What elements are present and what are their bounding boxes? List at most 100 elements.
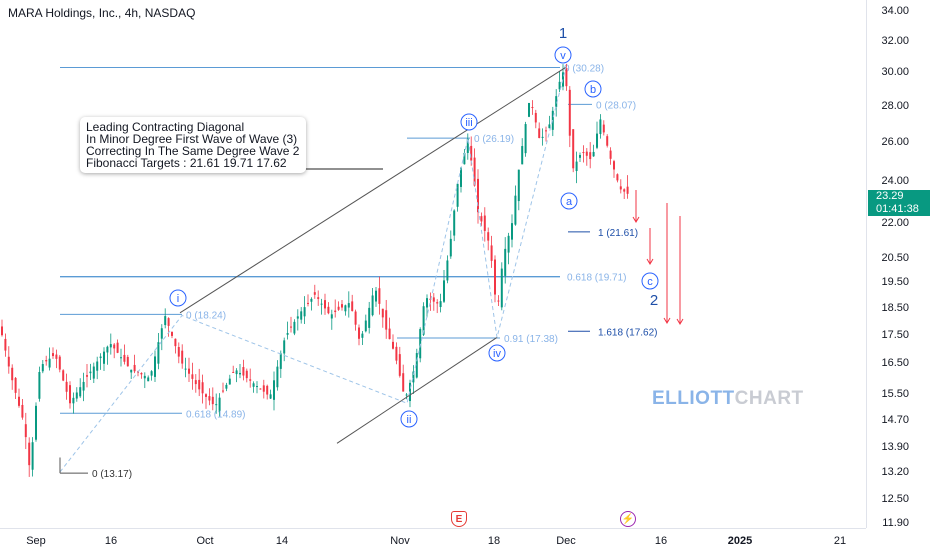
candle-body bbox=[69, 385, 71, 404]
candle-body bbox=[334, 310, 337, 313]
price-tick-label: 15.50 bbox=[881, 387, 909, 400]
candle-body bbox=[371, 295, 374, 316]
candle-body bbox=[432, 297, 435, 302]
candle-body bbox=[14, 377, 17, 393]
candle-body bbox=[58, 356, 61, 370]
candle-body bbox=[75, 392, 78, 399]
arrowhead bbox=[676, 318, 684, 325]
candle-body bbox=[453, 210, 456, 236]
candle-body bbox=[150, 371, 153, 376]
candle-body bbox=[599, 119, 602, 135]
candle-body bbox=[490, 245, 493, 261]
candle-body bbox=[405, 394, 408, 396]
candle-body bbox=[171, 332, 173, 336]
fib-label: 0.618 (19.71) bbox=[567, 273, 627, 284]
wave-label: iv bbox=[493, 348, 501, 360]
candle-body bbox=[466, 138, 469, 153]
price-tick-label: 22.00 bbox=[881, 217, 909, 230]
wave-label: 1 bbox=[559, 25, 567, 42]
candle-body bbox=[555, 96, 558, 108]
candle-body bbox=[575, 161, 578, 172]
candle-body bbox=[310, 298, 313, 302]
candle-body bbox=[354, 311, 357, 325]
time-tick-label: 16 bbox=[654, 535, 668, 547]
candle-body bbox=[222, 390, 224, 392]
candle-body bbox=[585, 151, 588, 156]
candle-body bbox=[606, 136, 609, 146]
candle-body bbox=[412, 371, 415, 383]
price-tick-label: 19.50 bbox=[881, 275, 909, 288]
fib-label: 0 (18.24) bbox=[186, 310, 226, 321]
note-line: Correcting In The Same Degree Wave 2 bbox=[86, 144, 300, 158]
candle-body bbox=[497, 300, 500, 302]
candle-body bbox=[11, 367, 14, 381]
candle-body bbox=[623, 189, 626, 192]
candle-body bbox=[177, 347, 180, 357]
price-tick-label: 17.50 bbox=[881, 328, 909, 341]
candle-body bbox=[181, 350, 184, 364]
candle-body bbox=[147, 377, 150, 382]
candle-body bbox=[388, 328, 391, 340]
candle-body bbox=[296, 316, 299, 319]
candle-body bbox=[504, 248, 507, 276]
candle-body bbox=[514, 195, 517, 225]
candle-body bbox=[548, 124, 551, 129]
dividend-event-icon[interactable]: ⚡ bbox=[620, 511, 636, 527]
candle-body bbox=[290, 326, 292, 328]
candle-body bbox=[31, 442, 34, 470]
candle-body bbox=[480, 216, 483, 222]
wave-label: iii bbox=[465, 117, 472, 129]
candle-body bbox=[436, 302, 439, 304]
analysis-note[interactable]: Leading Contracting Diagonal In Minor De… bbox=[80, 117, 306, 173]
price-tick-label: 26.00 bbox=[881, 135, 909, 148]
wave-label-circle bbox=[488, 344, 506, 362]
candle-body bbox=[99, 356, 102, 359]
watermark-part2: CHART bbox=[734, 388, 804, 409]
time-axis[interactable]: Sep 16 Oct 14 Nov 18 Dec 16 2025 21 bbox=[0, 528, 866, 551]
price-tick-label: 34.00 bbox=[881, 5, 909, 18]
candle-body bbox=[262, 385, 265, 392]
candle-body bbox=[395, 346, 398, 361]
time-tick-label: Oct bbox=[196, 535, 214, 547]
wave-label-circle bbox=[460, 113, 478, 131]
candle-body bbox=[92, 366, 95, 379]
candle-body bbox=[140, 372, 143, 375]
candle-body bbox=[531, 107, 534, 109]
time-tick-label: 21 bbox=[833, 535, 847, 547]
candle-body bbox=[89, 371, 92, 374]
candle-body bbox=[228, 378, 231, 385]
fib-label: 0.91 (17.38) bbox=[504, 334, 558, 345]
candle-body bbox=[426, 298, 428, 308]
candle-body bbox=[351, 301, 354, 311]
price-axis[interactable]: 34.00 32.00 30.00 28.00 26.00 24.00 22.00 20.50… bbox=[866, 0, 932, 529]
earnings-event-icon[interactable]: E bbox=[451, 511, 467, 527]
wave-label: i bbox=[177, 293, 179, 305]
chart-title: MARA Holdings, Inc., 4h, NASDAQ bbox=[8, 6, 196, 20]
candle-body bbox=[242, 367, 245, 376]
candle-body bbox=[7, 356, 10, 367]
candle-body bbox=[415, 353, 418, 378]
time-tick-label: Nov bbox=[390, 535, 410, 547]
candle-body bbox=[86, 375, 88, 377]
price-tick-label: 20.50 bbox=[881, 251, 909, 264]
candle-body bbox=[154, 356, 156, 377]
candle-body bbox=[164, 316, 167, 326]
candle-body bbox=[201, 382, 204, 394]
candle-body bbox=[133, 364, 136, 372]
candle-body bbox=[449, 238, 452, 257]
wave-label-circle bbox=[554, 46, 572, 64]
candle-body bbox=[4, 338, 7, 351]
candle-body bbox=[596, 133, 598, 148]
watermark: ELLIOTTCHART bbox=[652, 388, 804, 410]
note-line: Leading Contracting Diagonal bbox=[86, 120, 245, 134]
candle-body bbox=[276, 366, 279, 388]
candle-body bbox=[279, 353, 282, 369]
candle-body bbox=[541, 136, 544, 138]
candle-body bbox=[317, 297, 320, 299]
time-tick-label: Sep bbox=[26, 535, 46, 547]
candle-body bbox=[293, 321, 296, 334]
wave-trendlines bbox=[59, 66, 567, 474]
projection-arrows bbox=[632, 190, 684, 325]
